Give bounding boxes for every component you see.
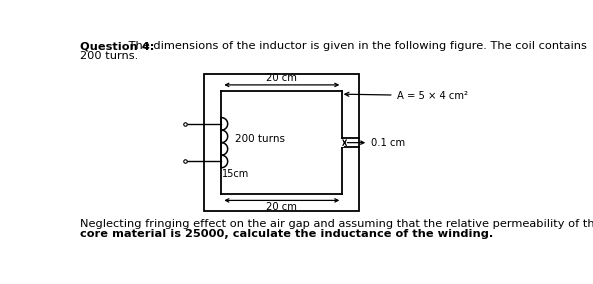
Text: 20 cm: 20 cm [266,73,297,83]
Text: 200 turns: 200 turns [235,134,285,144]
Text: Neglecting fringing effect on the air gap and assuming that the relative permeab: Neglecting fringing effect on the air ga… [80,219,593,229]
Text: core material is 25000, calculate the inductance of the winding.: core material is 25000, calculate the in… [80,229,493,239]
Text: 200 turns.: 200 turns. [80,51,139,61]
Text: The dimensions of the inductor is given in the following figure. The coil contai: The dimensions of the inductor is given … [125,41,587,51]
Text: 15cm: 15cm [222,169,250,179]
Bar [341,139,344,147]
Text: A⁣ = 5 × 4 cm²: A⁣ = 5 × 4 cm² [345,91,467,101]
Bar [205,74,359,211]
Text: Question 4:: Question 4: [80,41,155,51]
Text: 0.1 cm: 0.1 cm [347,138,405,148]
Text: 20 cm: 20 cm [266,202,297,212]
